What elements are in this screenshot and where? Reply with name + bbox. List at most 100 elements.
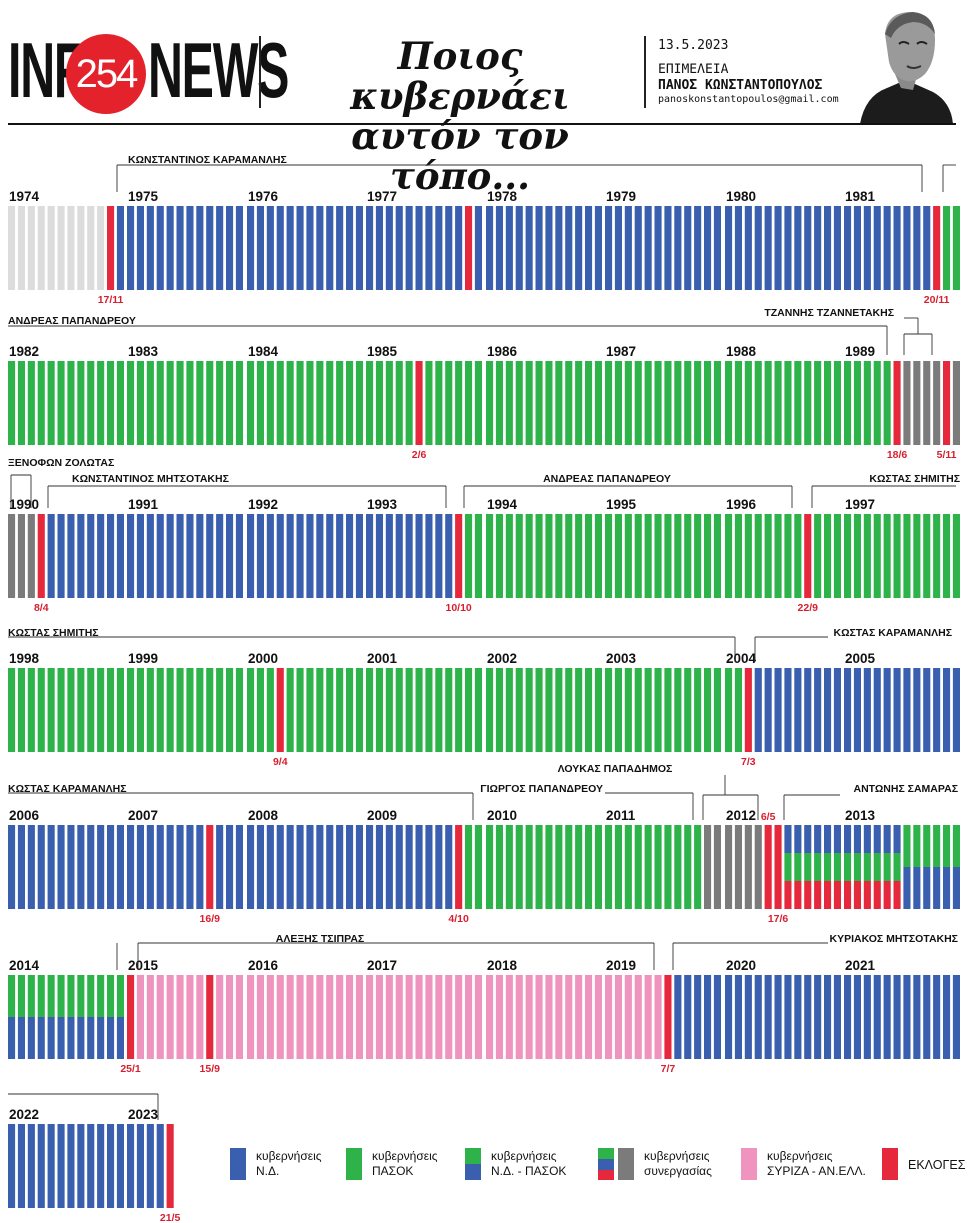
month-bar	[535, 361, 543, 445]
month-bar	[415, 825, 423, 909]
month-bar	[465, 668, 473, 752]
month-bar	[844, 361, 852, 445]
month-bar	[37, 1124, 45, 1208]
election-date-label: 5/11	[937, 449, 957, 461]
month-bar	[664, 975, 672, 1059]
month-bar	[713, 668, 721, 752]
month-bar	[764, 825, 772, 909]
month-bar	[704, 514, 712, 598]
month-bar	[146, 206, 154, 290]
month-bar	[57, 514, 65, 598]
month-bar	[385, 361, 393, 445]
legend-swatch	[598, 1148, 614, 1159]
month-bar	[37, 825, 45, 909]
month-bar	[664, 361, 672, 445]
month-bar	[27, 1124, 35, 1208]
month-bar	[814, 853, 822, 881]
month-bar	[844, 853, 852, 881]
month-bar	[306, 206, 314, 290]
election-date-label: 4/10	[448, 913, 469, 925]
month-bar	[545, 825, 553, 909]
month-bar	[445, 206, 453, 290]
month-bar	[156, 825, 164, 909]
month-bar	[754, 668, 762, 752]
month-bar	[952, 361, 960, 445]
month-bar	[814, 825, 822, 853]
month-bar	[206, 825, 214, 909]
month-bar	[624, 361, 632, 445]
month-bar	[166, 825, 174, 909]
month-bar	[474, 975, 482, 1059]
month-bar	[256, 975, 264, 1059]
election-date-label: 17/6	[768, 913, 789, 925]
month-bar	[794, 825, 802, 853]
month-bar	[674, 361, 682, 445]
month-bar	[465, 514, 473, 598]
month-bar	[505, 825, 513, 909]
month-bar	[764, 975, 772, 1059]
month-bar	[754, 825, 762, 909]
month-bar	[725, 206, 733, 290]
month-bar	[713, 825, 721, 909]
month-bar	[734, 206, 742, 290]
month-bar	[844, 514, 852, 598]
month-bar	[804, 206, 812, 290]
month-bar	[515, 514, 523, 598]
month-bar	[555, 975, 563, 1059]
month-bar	[235, 514, 243, 598]
month-bar	[923, 668, 931, 752]
month-bar	[694, 825, 702, 909]
month-bar	[336, 825, 344, 909]
month-bar	[256, 361, 264, 445]
month-bar	[515, 975, 523, 1059]
month-bar	[206, 361, 214, 445]
month-bar	[644, 825, 652, 909]
month-bar	[77, 668, 85, 752]
election-date-label: 15/9	[200, 1063, 221, 1075]
year-label: 2015	[128, 958, 159, 973]
month-bar	[47, 668, 55, 752]
month-bar	[107, 514, 115, 598]
month-bar	[316, 668, 324, 752]
month-bar	[116, 1017, 124, 1059]
month-bar	[883, 206, 891, 290]
month-bar	[943, 975, 951, 1059]
month-bar	[684, 975, 692, 1059]
month-bar	[166, 514, 174, 598]
month-bar	[764, 206, 772, 290]
month-bar	[206, 975, 214, 1059]
year-label: 1986	[487, 344, 518, 359]
month-bar	[425, 668, 433, 752]
month-bar	[57, 1124, 65, 1208]
month-bar	[913, 975, 921, 1059]
month-bar	[833, 668, 841, 752]
year-label: 2013	[845, 808, 876, 823]
month-bar	[873, 668, 881, 752]
month-bar	[474, 361, 482, 445]
month-bar	[913, 361, 921, 445]
month-bar	[794, 206, 802, 290]
month-bar	[734, 825, 742, 909]
month-bar	[176, 975, 184, 1059]
legend-label: ΕΚΛΟΓΕΣ	[908, 1158, 966, 1172]
leader-label: ΞΕΝΟΦΩΝ ΖΟΛΩΤΑΣ	[8, 457, 114, 469]
month-bar	[326, 975, 334, 1059]
year-label: 1978	[487, 189, 518, 204]
year-label: 1983	[128, 344, 159, 359]
month-bar	[116, 1124, 124, 1208]
month-bar	[614, 668, 622, 752]
month-bar	[346, 668, 354, 752]
year-label: 2023	[128, 1107, 159, 1122]
month-bar	[804, 975, 812, 1059]
month-bar	[405, 206, 413, 290]
month-bar	[535, 825, 543, 909]
month-bar	[614, 206, 622, 290]
headline-line-2: αυτόν τον τόπο...	[351, 114, 569, 198]
month-bar	[804, 825, 812, 853]
leader-label: ΤΖΑΝΝΗΣ ΤΖΑΝΝΕΤΑΚΗΣ	[764, 307, 894, 319]
month-bar	[863, 514, 871, 598]
month-bar	[545, 975, 553, 1059]
month-bar	[415, 361, 423, 445]
year-label: 2019	[606, 958, 636, 973]
month-bar	[355, 975, 363, 1059]
